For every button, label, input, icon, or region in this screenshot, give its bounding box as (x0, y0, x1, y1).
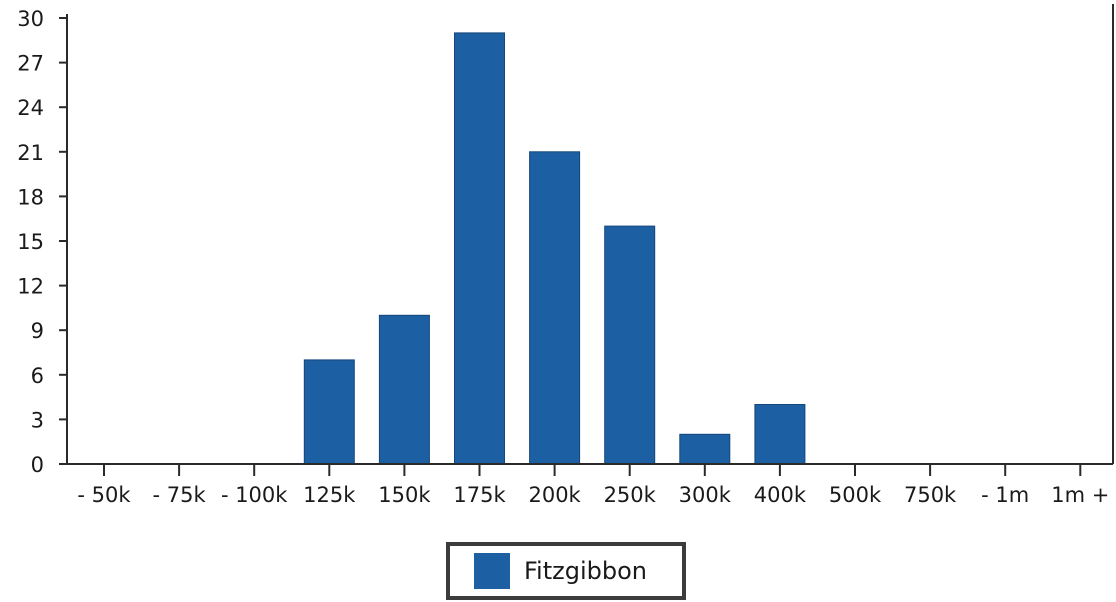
y-tick-label: 24 (17, 96, 44, 120)
x-axis: - 50k - 75k - 100k 125k 150k 175k 200k 250k 300k… (67, 463, 1113, 507)
y-tick-label: 6 (31, 364, 44, 388)
x-tick-label: - 75k (153, 483, 207, 507)
x-tick-label: - 1m (981, 483, 1029, 507)
y-tick-label: 3 (31, 408, 44, 432)
x-tick-label: 500k (829, 483, 882, 507)
x-tick-label: 750k (904, 483, 957, 507)
legend-label: Fitzgibbon (524, 557, 647, 585)
x-tick-label: 400k (754, 483, 807, 507)
legend-swatch (474, 553, 510, 589)
bars-group (303, 32, 806, 465)
x-tick-label: - 100k (221, 483, 288, 507)
y-tick-label: 9 (31, 319, 44, 343)
x-tick-label: 125k (303, 483, 356, 507)
y-axis: 0 3 6 9 12 15 18 21 24 27 30 (17, 4, 1114, 477)
y-tick-label: 12 (17, 275, 44, 299)
x-tick-label: 200k (528, 483, 581, 507)
x-tick-label: 1m + (1051, 483, 1109, 507)
x-tick-label: 175k (453, 483, 506, 507)
bar (303, 359, 355, 465)
x-tick-label: 300k (679, 483, 732, 507)
y-tick-label: 0 (31, 453, 44, 477)
y-tick-label: 27 (17, 52, 44, 76)
x-tick-label: 250k (604, 483, 657, 507)
y-tick-label: 18 (17, 185, 44, 209)
bar (604, 225, 656, 465)
x-tick-label: - 50k (77, 483, 131, 507)
x-tick-label: 150k (378, 483, 431, 507)
y-tick-label: 30 (17, 7, 44, 31)
bar (529, 151, 581, 465)
y-tick-label: 15 (17, 230, 44, 254)
bar (378, 314, 430, 465)
bar (454, 32, 505, 465)
bar (754, 404, 806, 465)
legend: Fitzgibbon (446, 542, 686, 600)
y-tick-label: 21 (17, 141, 44, 165)
bar (679, 433, 731, 465)
